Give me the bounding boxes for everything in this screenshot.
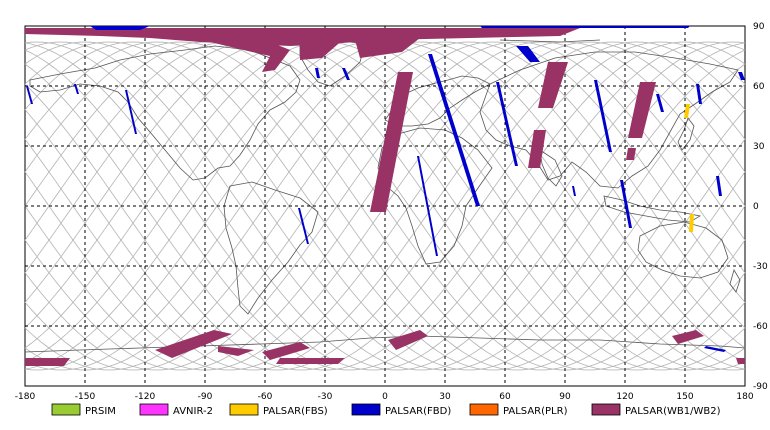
fbd-swath-9 (496, 82, 518, 166)
legend-label: PALSAR(FBD) (385, 406, 451, 417)
lon-tick-label: 60 (499, 392, 511, 402)
legend-swatch (139, 403, 169, 416)
fbs-mark-japan (684, 104, 690, 118)
wb-swath-antarctic-7 (672, 330, 704, 344)
fbd-swath-17 (704, 346, 726, 352)
legend-swatch (351, 403, 381, 416)
lon-tick-label: 150 (676, 392, 693, 402)
wb-swath-antarctic-2 (155, 330, 232, 358)
fbd-swath-3 (125, 90, 137, 134)
wb-swath-asia-1 (538, 62, 568, 108)
fbd-swath-15 (716, 176, 722, 196)
coastline-australia (637, 221, 729, 279)
lat-tick-label: 0 (753, 202, 759, 212)
coastline-japan (677, 117, 695, 151)
wb-swath-atlantic (370, 72, 413, 212)
fbd-swath-16 (738, 72, 745, 80)
fbd-swath-4 (298, 208, 309, 244)
fbd-swath-14 (696, 84, 702, 104)
coastline-antarctica (24, 335, 746, 353)
coastline-north-america (29, 45, 301, 181)
lat-tick-label: -30 (753, 262, 768, 272)
fbd-swath-arctic-top-2 (480, 26, 690, 28)
lon-tick-label: -30 (318, 392, 333, 402)
fbd-swath-arctic-top (90, 26, 150, 30)
lon-tick-label: -120 (135, 392, 156, 402)
fbd-swath-1 (26, 86, 33, 104)
graticule (25, 26, 745, 386)
lon-tick-label: 0 (382, 392, 388, 402)
fbd-swath-18 (572, 186, 576, 196)
axis-labels: -180 -150 -120 -90 -60 -30 0 30 60 90 120 150 180 90 6… (15, 22, 768, 402)
wb-swath-arctic-band (25, 28, 580, 46)
legend-label: PALSAR(FBS) (263, 406, 328, 417)
lon-tick-label: 120 (616, 392, 633, 402)
coastline-south-america (223, 181, 319, 315)
legend-label: AVNIR-2 (173, 406, 213, 417)
wb-swath-antarctic-5 (276, 358, 345, 364)
legend: PRSIM AVNIR-2 PALSAR(FBS) PALSAR(FBD) PALSAR… (51, 403, 721, 417)
fbd-swath-5 (315, 68, 320, 78)
lat-tick-label: -90 (753, 382, 768, 392)
legend-swatch (229, 403, 259, 416)
wb-swath-antarctic-6 (388, 330, 428, 350)
swath-layer (25, 26, 745, 366)
fbd-swath-6 (342, 68, 350, 80)
coastline-new-zealand (729, 269, 741, 293)
wb-swath-arctic-loop-1 (210, 38, 290, 72)
lat-tick-label: 90 (753, 22, 765, 32)
lat-tick-label: 30 (753, 142, 765, 152)
wb-swath-asia-2 (528, 130, 546, 168)
coastline-africa (377, 127, 493, 265)
legend-swatch (51, 403, 81, 416)
fbd-swath-11 (594, 80, 612, 152)
wb-swath-antarctic-4 (262, 342, 310, 360)
fbd-swath-10 (516, 46, 540, 62)
lon-tick-label: 90 (559, 392, 571, 402)
lon-tick-label: 180 (736, 392, 753, 402)
wb-swath-pacific (628, 82, 656, 138)
fbd-swath-7 (417, 156, 438, 256)
lat-tick-label: 60 (753, 82, 765, 92)
legend-label: PALSAR(PLR) (503, 406, 568, 417)
lon-tick-label: -60 (258, 392, 273, 402)
legend-label: PALSAR(WB1/WB2) (625, 406, 721, 417)
wb-swath-arctic-loop-3 (355, 38, 420, 58)
wb-swath-antarctic-3 (218, 346, 254, 356)
wb-swath-arctic-loop-2 (300, 38, 345, 60)
fbd-swath-13 (656, 94, 664, 112)
fbd-swath-2 (74, 84, 79, 94)
coastline-india (539, 149, 563, 187)
wb-swath-antarctic-1 (25, 358, 70, 366)
lon-tick-label: -180 (15, 392, 36, 402)
wb-swath-antarctic-8 (736, 358, 745, 364)
legend-swatch (469, 403, 499, 416)
lon-tick-label: 30 (439, 392, 451, 402)
lon-tick-label: -90 (198, 392, 213, 402)
fbs-mark-png (689, 214, 694, 232)
coastline-indonesia (603, 195, 702, 223)
fbd-swath-8 (428, 54, 480, 206)
fbd-swath-12 (620, 180, 632, 228)
legend-label: PRSIM (85, 406, 116, 417)
lat-tick-label: -60 (753, 322, 768, 332)
lon-tick-label: -150 (75, 392, 96, 402)
wb-swath-pacific-small (626, 148, 636, 160)
coastline-asia (479, 51, 739, 189)
legend-swatch (591, 403, 621, 416)
